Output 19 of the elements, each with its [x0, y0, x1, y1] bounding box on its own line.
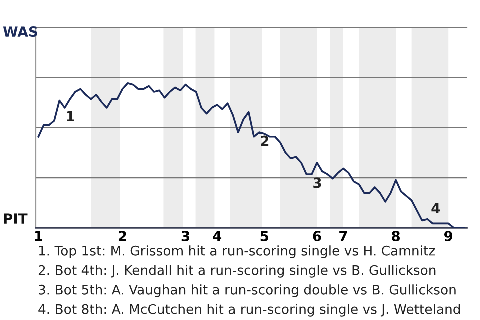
text: 4. Bot 8th: A. McCutchen hit a run-scoring single vs J. Wetteland [38, 304, 460, 317]
x-tick-label: 4 [213, 231, 222, 242]
text: 3. Bot 5th: A. Vaughan hit a run-scoring double vs B. Gullickson [39, 284, 456, 298]
x-tick-label: 7 [340, 231, 348, 242]
x-tick-label: 1 [35, 231, 43, 242]
x-tick-label: 8 [392, 231, 400, 242]
text: 1. Top 1st: M. Grissom hit a run-scoring single vs H. Camnitz [39, 246, 436, 258]
x-tick-label: 6 [313, 231, 322, 242]
x-tick-label: 9 [444, 231, 453, 242]
annotation: 3 [314, 178, 322, 188]
x-tick-label: 5 [260, 231, 268, 242]
text: PIT [4, 214, 28, 224]
text: WAS [3, 26, 38, 38]
text: 2. Bot 4th: J. Kendall hit a run-scoring single vs B. Gullickson [38, 265, 436, 278]
annotation: 1 [67, 111, 74, 122]
x-tick-label: 2 [118, 231, 126, 242]
annotation: 2 [261, 136, 269, 146]
x-tick-label: 3 [182, 231, 190, 242]
annotation: 4 [432, 203, 440, 214]
